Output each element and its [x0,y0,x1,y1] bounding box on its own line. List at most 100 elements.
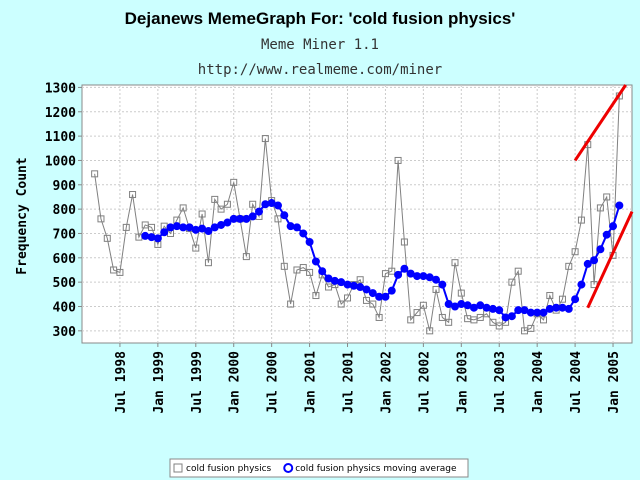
point [204,227,213,236]
point [97,215,105,223]
point [514,267,522,275]
point [432,275,441,284]
legend-label: cold fusion physics [186,464,272,474]
point [489,318,497,326]
point [141,231,150,240]
point [362,296,370,304]
x-tick-label: Jul 2002 [417,351,432,414]
point [432,285,440,293]
legend [169,458,469,478]
point [488,304,497,313]
point [261,135,269,143]
trend-line [573,84,627,162]
y-tick-label: 400 [53,300,77,315]
point [419,301,427,309]
point [388,267,396,275]
point [558,295,566,303]
point [299,229,308,238]
point [299,264,307,272]
point [577,280,586,289]
point [91,170,99,178]
point [273,201,282,210]
y-tick-label: 600 [53,252,77,267]
point [381,292,390,301]
point [501,313,510,322]
point [248,212,257,221]
chart-title: Dejanews MemeGraph For: 'cold fusion phy… [125,9,516,28]
point [426,327,434,335]
x-tick-label: Jul 2000 [266,351,281,414]
x-tick-label: Jul 2003 [493,351,508,414]
point [476,313,484,321]
point [445,318,453,326]
point [413,309,421,317]
point [546,292,554,300]
point [148,223,156,231]
point [495,306,504,315]
point [590,256,599,265]
x-tick-label: Jul 1999 [190,351,205,414]
point [116,268,124,276]
point [330,276,339,285]
x-tick-label: Jan 2001 [304,351,319,414]
point [292,223,301,232]
point [482,303,491,312]
x-tick-label: Jan 2005 [607,351,622,414]
point [255,207,264,216]
point [249,200,257,208]
point [344,294,352,302]
point [179,204,187,212]
point [211,195,219,203]
point [160,228,169,237]
point [369,300,377,308]
point [274,215,282,223]
point [172,222,181,231]
y-tick-label: 1000 [45,154,76,169]
point [457,300,466,309]
point [438,313,446,321]
point [343,280,352,289]
y-tick-label: 700 [53,227,77,242]
point [318,267,327,276]
point [191,225,200,234]
plot-area [81,84,633,344]
point [305,237,314,246]
legend-marker [173,463,183,473]
point [507,312,516,321]
point [407,316,415,324]
point [217,205,225,213]
point [400,264,409,273]
point [312,292,320,300]
y-tick-label: 1300 [45,81,76,96]
point [280,262,288,270]
point [451,259,459,267]
point [558,303,567,312]
point [609,222,618,231]
point [577,216,585,224]
point [204,259,212,267]
point [103,234,111,242]
point [596,245,605,254]
url: http://www.realmeme.com/miner [198,62,442,78]
point [438,280,447,289]
point [400,238,408,246]
point [362,285,371,294]
point [223,200,231,208]
point [457,289,465,297]
point [261,200,270,209]
point [198,210,206,218]
point [602,230,611,239]
point [394,156,402,164]
x-tick-label: Jul 1998 [114,351,129,414]
point [122,223,130,231]
trend-line [586,210,634,309]
legend-marker [283,463,294,473]
y-tick-label: 800 [53,203,77,218]
legend-label: cold fusion physics moving average [295,464,457,474]
y-tick-label: 300 [53,325,77,340]
point [280,211,289,220]
point [508,278,516,286]
point [166,223,175,232]
point [368,289,377,298]
point [615,201,624,210]
